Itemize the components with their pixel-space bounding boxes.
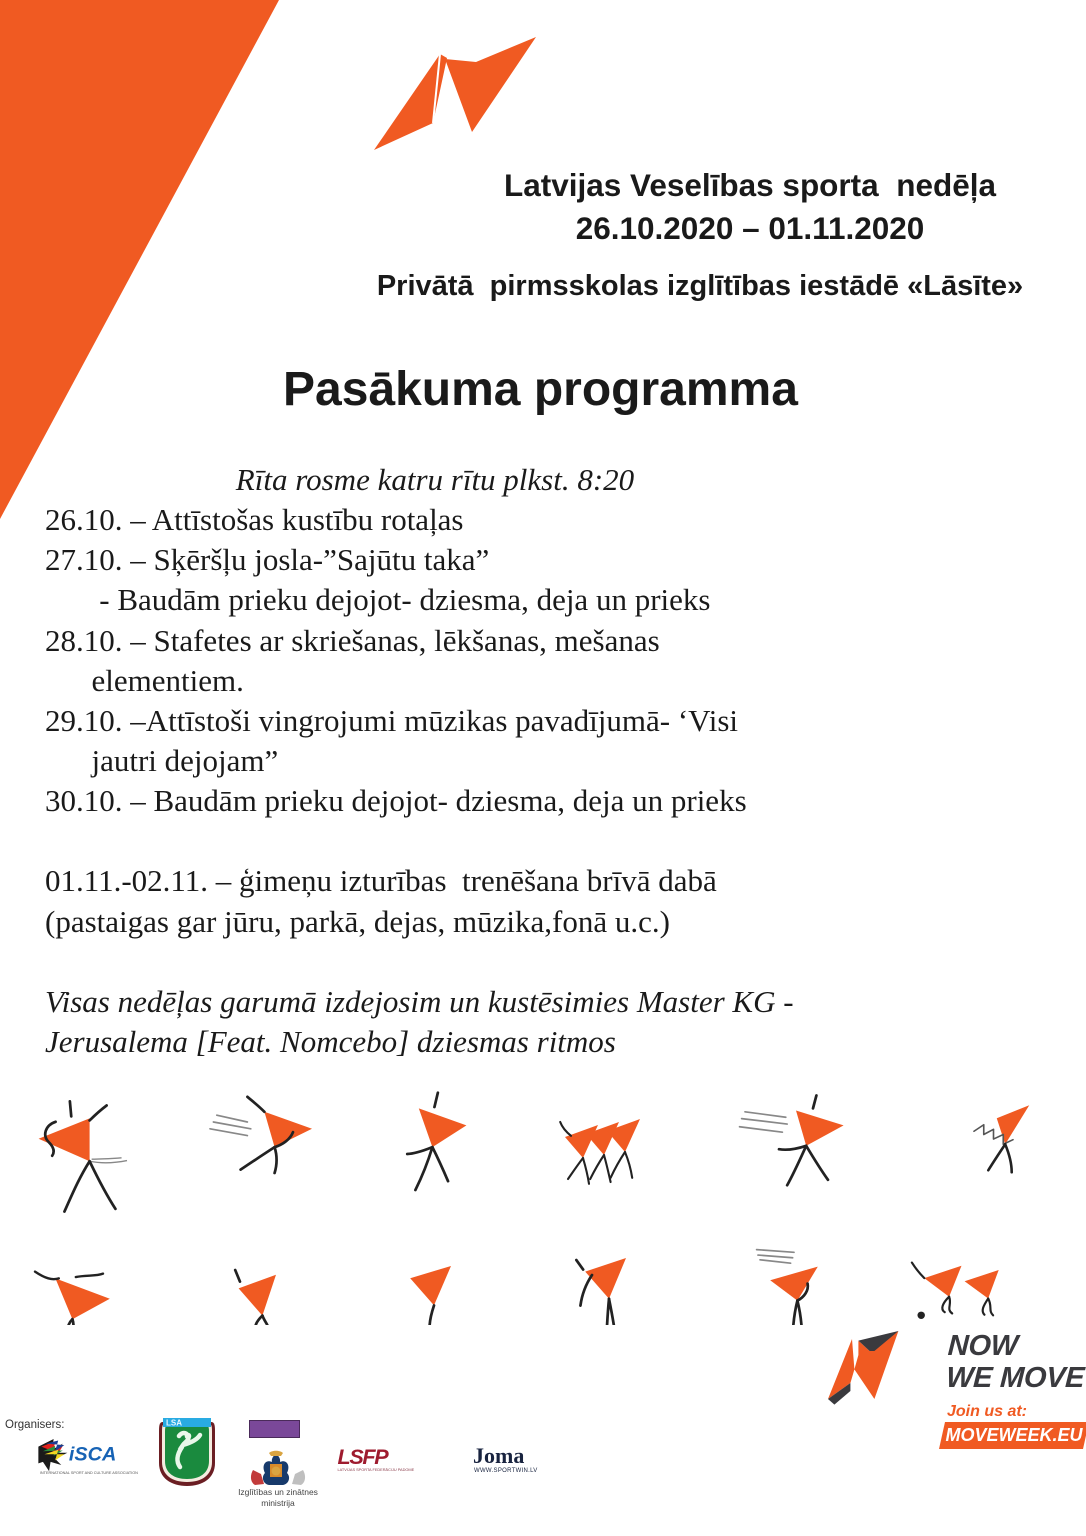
svg-text:WWW.SPORTWIN.LV: WWW.SPORTWIN.LV [474, 1468, 538, 1473]
svg-text:INTERNATIONAL SPORT AND CULTUR: INTERNATIONAL SPORT AND CULTURE ASSOCIAT… [40, 1471, 138, 1475]
svg-text:iSCA: iSCA [69, 1443, 116, 1465]
svg-text:LSFP: LSFP [338, 1446, 390, 1469]
svg-text:LATVIJAS SPORTA FEDERĀCIJU PAD: LATVIJAS SPORTA FEDERĀCIJU PADOME [338, 1467, 415, 1472]
svg-text:LSA: LSA [166, 1419, 182, 1428]
svg-text:Joma: Joma [473, 1443, 524, 1468]
